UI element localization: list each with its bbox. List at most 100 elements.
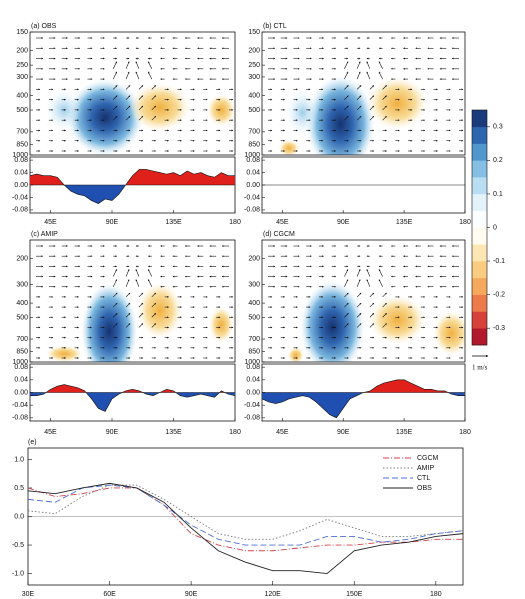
wind-vector xyxy=(138,85,144,90)
colorbar-cell xyxy=(472,294,487,312)
wind-vector xyxy=(147,61,153,69)
x-tick-label: 90E xyxy=(337,429,350,436)
wind-vector xyxy=(112,302,118,308)
wind-vector xyxy=(125,115,131,121)
wind-vector xyxy=(344,279,349,287)
shade xyxy=(286,90,319,135)
y-tick-label: -0.04 xyxy=(244,402,260,409)
wind-vector xyxy=(378,71,383,80)
series-line xyxy=(27,484,464,540)
wind-vector xyxy=(356,292,362,298)
wind-vector xyxy=(138,292,144,298)
positive-area xyxy=(30,169,235,185)
colorbar-cell xyxy=(472,126,487,144)
y-tick-label: 400 xyxy=(248,92,260,99)
x-tick-label: 30E xyxy=(22,591,35,598)
legend-label: CGCM xyxy=(417,455,439,462)
y-tick-label: 0.04 xyxy=(14,169,28,176)
colorbar-cell xyxy=(472,160,487,178)
y-tick-label: 1.0 xyxy=(14,456,24,463)
wind-vector xyxy=(112,313,118,318)
x-tick-label: 150E xyxy=(346,591,363,598)
colorbar-cell xyxy=(472,210,487,228)
x-tick-label: 90E xyxy=(106,219,119,226)
wind-vector xyxy=(382,115,387,121)
y-tick-label: 200 xyxy=(16,47,28,54)
x-tick-label: 120E xyxy=(265,591,282,598)
wind-vector xyxy=(382,95,387,100)
wind-vector xyxy=(138,115,144,121)
colorbar-cell xyxy=(472,227,487,245)
y-tick-label: 850 xyxy=(16,141,28,148)
y-tick-label: 0.08 xyxy=(246,157,260,164)
wind-vector xyxy=(356,85,362,90)
y-tick-label: 700 xyxy=(16,129,28,136)
y-tick-label: 300 xyxy=(16,281,28,288)
wind-vector xyxy=(112,95,118,100)
wind-vector xyxy=(135,279,140,287)
wind-vector xyxy=(135,269,140,277)
wind-vector xyxy=(112,85,118,90)
wind-vector xyxy=(112,61,118,69)
wind-vector xyxy=(369,292,375,298)
shade xyxy=(81,283,138,362)
x-tick-label: 45E xyxy=(276,219,289,226)
wind-vector xyxy=(125,61,130,69)
y-tick-label: 300 xyxy=(16,74,28,81)
field xyxy=(268,37,464,155)
plot-frame xyxy=(29,31,236,156)
wind-vector xyxy=(151,85,157,90)
colorbar-cell xyxy=(472,311,487,329)
y-tick-label: 150 xyxy=(16,29,28,36)
colorbar-cell xyxy=(472,277,487,295)
wind-vector xyxy=(382,302,387,308)
wind-vector xyxy=(344,302,349,308)
y-tick-label: 250 xyxy=(248,62,260,69)
y-tick-label: 500 xyxy=(248,107,260,114)
y-tick-label: 0.04 xyxy=(246,169,260,176)
shade xyxy=(207,94,235,127)
y-tick-label: 200 xyxy=(16,255,28,262)
wind-vector xyxy=(112,105,118,111)
colorbar-label: 0.1 xyxy=(493,191,503,198)
wind-vector xyxy=(112,115,118,121)
wind-vector xyxy=(125,323,131,328)
colorbar-cell xyxy=(472,110,487,128)
wind-vector xyxy=(382,105,387,111)
y-tick-label: 500 xyxy=(16,314,28,321)
wind-vector xyxy=(366,71,371,80)
wind-vector xyxy=(344,269,349,277)
y-tick-label: 0.00 xyxy=(246,389,260,396)
y-tick-label: 1000 xyxy=(12,359,28,366)
wind-vector xyxy=(138,95,144,100)
x-tick-label: 45E xyxy=(44,219,57,226)
colorbar-cell xyxy=(472,244,487,262)
y-tick-label: 700 xyxy=(16,336,28,343)
y-tick-label: 0.00 xyxy=(246,182,260,189)
wind-vector xyxy=(369,115,375,121)
y-tick-label: 150 xyxy=(248,29,260,36)
area-outline xyxy=(30,384,236,412)
wind-vector xyxy=(138,105,144,111)
y-tick-label: 0.08 xyxy=(246,364,260,371)
wind-vector xyxy=(344,95,349,100)
wind-vector xyxy=(382,85,387,90)
wind-vector xyxy=(369,323,375,328)
wind-vector xyxy=(382,313,387,318)
x-tick-label: 45E xyxy=(276,429,289,436)
wind-vector xyxy=(366,269,371,277)
wind-vector xyxy=(369,95,375,100)
y-tick-label: 1000 xyxy=(244,152,260,159)
x-tick-label: 90E xyxy=(185,591,198,598)
y-tick-label: -0.04 xyxy=(244,194,260,201)
y-tick-label: 1000 xyxy=(244,359,260,366)
x-tick-label: 135E xyxy=(165,429,182,436)
y-tick-label: -0.04 xyxy=(12,402,28,409)
wind-vector xyxy=(356,279,361,287)
wind-vector xyxy=(138,302,144,308)
colorbar-label: -0.1 xyxy=(493,258,505,265)
shade xyxy=(433,311,465,356)
wind-vector xyxy=(366,61,371,69)
plot-frame xyxy=(29,239,236,363)
wind-vector xyxy=(344,323,349,328)
